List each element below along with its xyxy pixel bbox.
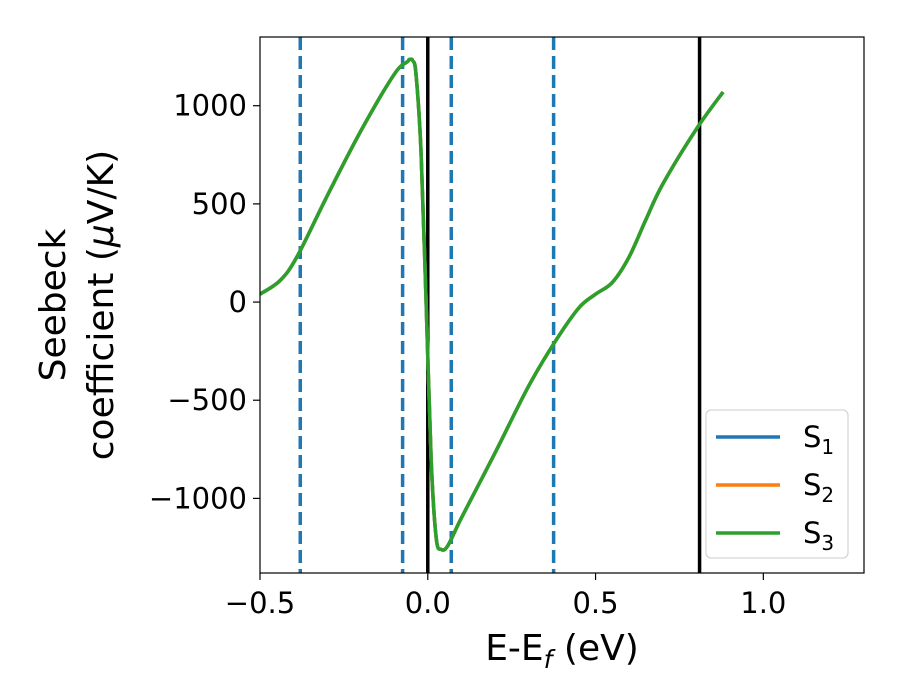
x-axis-ticks: −0.5 0.0 0.5 1.0 xyxy=(225,573,786,620)
legend-label-s2: S2 xyxy=(803,468,834,507)
plot-area xyxy=(260,37,725,573)
axes-frame xyxy=(259,36,865,574)
x-tick-label: 1.0 xyxy=(740,586,786,620)
y-axis-label: Seebeck coefficient (μV/K) xyxy=(33,150,122,460)
y-axis-label-line1: Seebeck xyxy=(33,228,74,381)
solid-reference-lines xyxy=(426,37,702,573)
y-tick-label: −1000 xyxy=(149,481,247,515)
series-line-s1 xyxy=(260,57,725,552)
y-axis-label-line2: coefficient (μV/K) xyxy=(81,150,122,460)
y-tick-label: 500 xyxy=(192,187,247,221)
dashed-reference-lines xyxy=(298,37,556,573)
y-tick-label: 1000 xyxy=(173,89,247,123)
legend-label-s3: S3 xyxy=(803,516,834,555)
x-tick-label: −0.5 xyxy=(225,586,295,620)
y-axis-ticks: −1000 −500 0 500 1000 xyxy=(149,89,260,515)
y-tick-label: 0 xyxy=(229,285,247,319)
series-line-s2 xyxy=(260,57,725,552)
x-tick-label: 0.5 xyxy=(572,586,618,620)
x-axis-label: E-Ef (eV) xyxy=(485,628,639,674)
series-line-s3 xyxy=(260,57,725,552)
y-tick-label: −500 xyxy=(167,383,247,417)
series-lines xyxy=(260,57,725,552)
legend: S1 S2 S3 xyxy=(705,409,849,559)
x-tick-label: 0.0 xyxy=(405,586,451,620)
legend-label-s1: S1 xyxy=(803,420,834,459)
